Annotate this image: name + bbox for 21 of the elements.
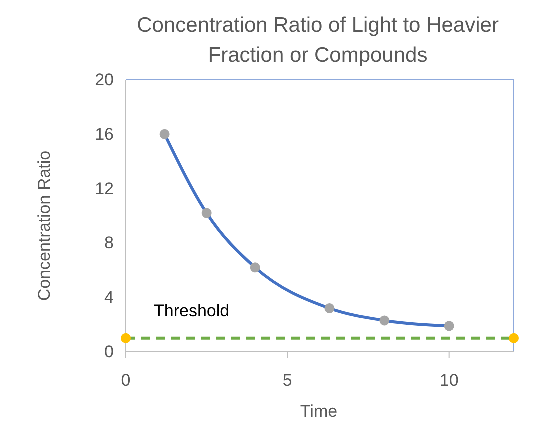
point	[380, 316, 390, 326]
y-axis-title: Concentration Ratio	[35, 150, 54, 302]
x-axis-title: Time	[300, 402, 338, 421]
y-tick-label: 4	[104, 288, 114, 308]
point	[324, 303, 335, 314]
point	[202, 208, 212, 218]
point	[121, 333, 131, 344]
point	[160, 129, 170, 140]
y-tick-label: 16	[95, 124, 114, 144]
y-tick-label: 12	[95, 179, 114, 198]
x-tick-label: 10	[440, 371, 459, 390]
x-tick-label: 5	[282, 371, 292, 390]
y-tick-label: 20	[95, 70, 114, 90]
x-tick-label: 0	[121, 371, 131, 390]
point	[509, 333, 519, 344]
point	[444, 321, 454, 332]
chart-title: Concentration Ratio of Light to Heavier Fraction or Compounds	[137, 14, 499, 67]
point	[250, 262, 260, 273]
series-label: Threshold	[154, 301, 230, 320]
y-tick-label: 8	[104, 234, 114, 253]
y-tick-label: 0	[104, 342, 114, 362]
